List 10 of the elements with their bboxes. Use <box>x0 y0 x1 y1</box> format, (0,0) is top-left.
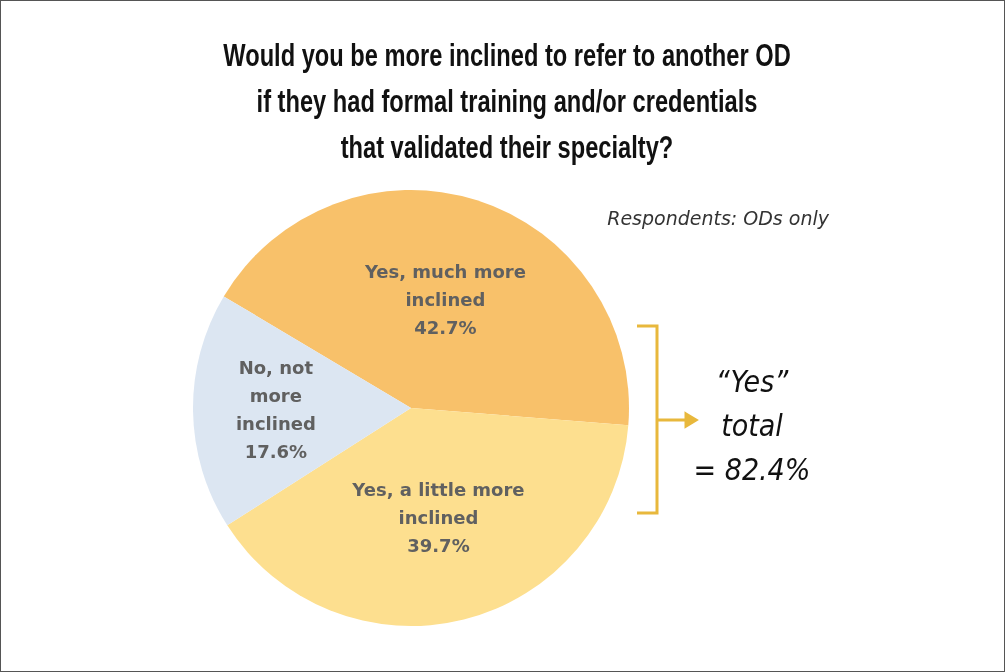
data-label: 42.7% <box>414 316 477 338</box>
slice-label: Yes, a little more inclined <box>351 478 525 528</box>
data-label: 17.6% <box>244 441 308 463</box>
slice-label: Yes, much more inclined <box>363 260 526 310</box>
pie-slice <box>227 408 629 626</box>
slice-label: No, not more inclined <box>235 357 316 435</box>
data-label: 39.7% <box>407 534 470 556</box>
chart-title: Would you be more inclined to refer to another OD if they had formal training and/or credentials that validated their specialty? <box>223 37 791 165</box>
text: Respondents: ODs only <box>607 207 830 229</box>
text: “Yes” total = 82.4% <box>693 364 811 487</box>
